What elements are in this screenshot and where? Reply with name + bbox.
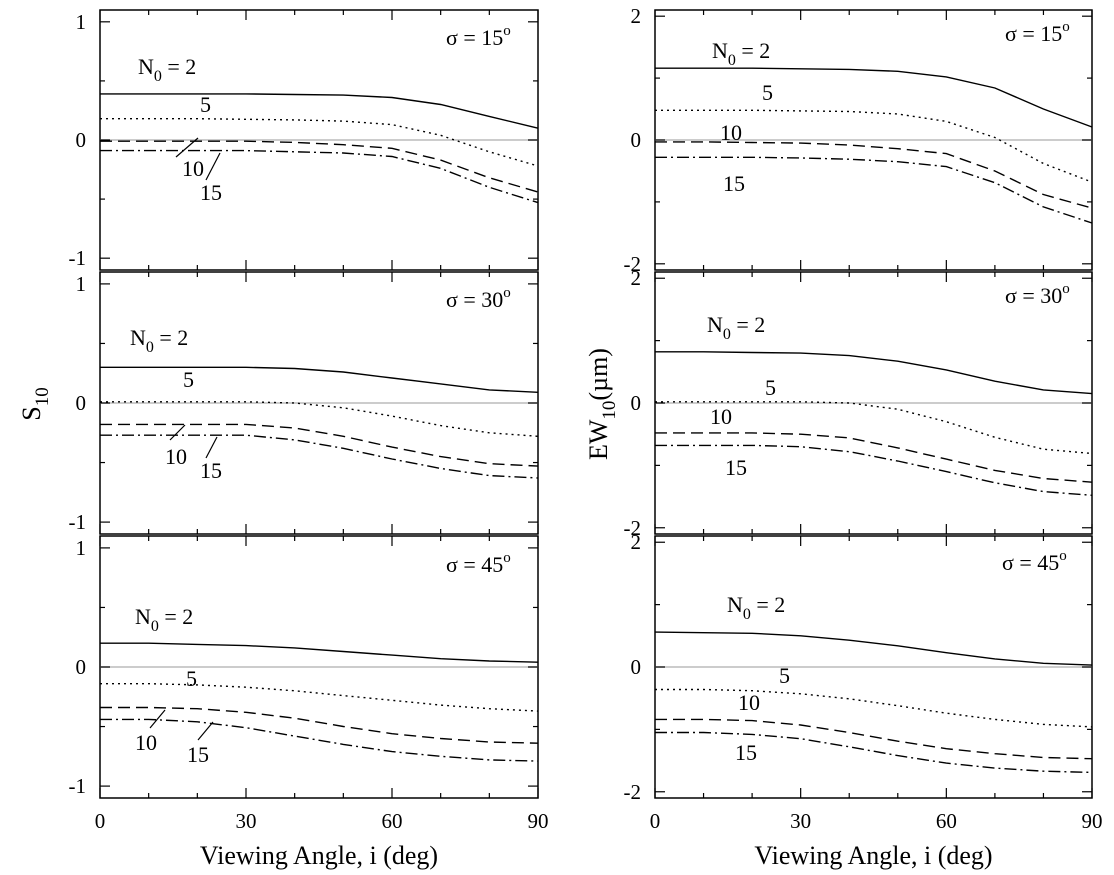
series-line-solid <box>654 631 1093 666</box>
label-leader-line <box>169 424 186 441</box>
series-label: 10 <box>710 404 732 429</box>
panel-1-3: -1 0 1 N0 = 2 5 10 15 σ = 45o 0 30 60 90 Viewing Ang… <box>69 535 549 870</box>
y-tick-label: 1 <box>76 536 87 560</box>
series-line-dashed <box>655 141 1093 209</box>
series-label: 10 <box>738 690 760 715</box>
y-tick-label: -2 <box>624 780 642 804</box>
sigma-label: σ = 15o <box>1005 19 1070 46</box>
sigma-label: σ = 45o <box>1002 548 1067 575</box>
y-axis-title: EW10(µm) <box>584 348 620 460</box>
series-line-dashdot <box>100 434 539 479</box>
series-line-dashdot <box>655 731 1093 774</box>
series-label: 15 <box>200 180 222 205</box>
series-label: 5 <box>200 92 211 117</box>
y-tick-label: -2 <box>624 516 642 540</box>
x-tick-label: 30 <box>236 809 257 833</box>
series-line-solid <box>100 642 539 663</box>
sigma-label: σ = 45o <box>446 550 511 577</box>
y-tick-label: -1 <box>69 774 87 798</box>
series-line-dotted <box>655 688 1093 728</box>
y-tick-label: 2 <box>631 530 642 554</box>
y-tick-label: -2 <box>624 252 642 276</box>
series-label: 10 <box>720 120 742 145</box>
y-tick-label: 0 <box>631 128 642 152</box>
series-line-solid <box>100 366 539 393</box>
series-label: 15 <box>187 742 209 767</box>
y-tick-label: 0 <box>631 655 642 679</box>
label-leader-line <box>205 152 221 181</box>
series-line-dashdot <box>655 156 1093 224</box>
y-tick-label: 2 <box>631 4 642 28</box>
series-label: 5 <box>762 80 773 105</box>
series-line-dotted <box>100 683 539 712</box>
series-line-dotted <box>655 109 1093 183</box>
label-leader-line <box>149 709 166 729</box>
series-label: N0 = 2 <box>712 38 770 69</box>
x-tick-label: 0 <box>95 809 106 833</box>
x-tick-label: 60 <box>382 809 403 833</box>
series-label: 5 <box>765 375 776 400</box>
y-tick-label: 0 <box>76 128 87 152</box>
series-label: N0 = 2 <box>707 312 765 343</box>
series-line-solid <box>655 351 1093 395</box>
series-label: 15 <box>725 455 747 480</box>
x-tick-label: 90 <box>1082 809 1103 833</box>
y-tick-label: 0 <box>631 391 642 415</box>
series-line-solid <box>655 67 1093 128</box>
y-tick-label: -1 <box>69 246 87 270</box>
series-label: N0 = 2 <box>138 54 196 85</box>
sigma-label: σ = 15o <box>446 23 511 50</box>
series-label: 15 <box>723 171 745 196</box>
series-line-solid <box>100 93 539 129</box>
series-label: N0 = 2 <box>135 604 193 635</box>
series-label: 5 <box>186 666 197 691</box>
series-label: N0 = 2 <box>727 592 785 623</box>
panel-2-2: -2 0 2 N0 = 2 5 10 15 σ = 30o <box>624 266 1093 540</box>
series-line-dashed <box>655 432 1093 483</box>
series-label: 15 <box>200 458 222 483</box>
x-tick-label: 30 <box>790 809 811 833</box>
sigma-label: σ = 30o <box>446 285 511 312</box>
series-line-dashed <box>100 140 539 193</box>
series-label: 5 <box>779 663 790 688</box>
panel-1-2: -1 0 1 N0 = 2 5 10 15 σ = 30o <box>69 271 539 535</box>
sigma-label: σ = 30o <box>1005 281 1070 308</box>
series-line-dashed <box>655 718 1093 760</box>
series-label: 10 <box>165 444 187 469</box>
y-tick-label: 0 <box>76 391 87 415</box>
y-tick-label: 1 <box>76 272 87 296</box>
series-label: 10 <box>135 730 157 755</box>
label-leader-line <box>197 721 214 741</box>
x-tick-label: 90 <box>528 809 549 833</box>
series-label: 5 <box>183 367 194 392</box>
series-line-dashed <box>100 423 539 467</box>
series-line-dotted <box>655 401 1093 455</box>
y-axis-title: S10 <box>17 387 53 420</box>
series-label: N0 = 2 <box>130 325 188 356</box>
label-leader-line <box>205 436 218 459</box>
y-tick-label: -1 <box>69 510 87 534</box>
series-line-dotted <box>100 401 539 437</box>
series-label: 15 <box>735 740 757 765</box>
x-axis-title: Viewing Angle, i (deg) <box>754 841 992 870</box>
series-label: 10 <box>182 156 204 181</box>
y-tick-label: 2 <box>631 266 642 290</box>
series-line-dashdot <box>655 444 1093 496</box>
series-line-dashdot <box>100 149 539 204</box>
panel-2-3: -2 0 2 N0 = 2 5 10 15 σ = 45o 0 30 60 90 Viewing Ang… <box>624 530 1103 870</box>
x-axis-title: Viewing Angle, i (deg) <box>200 841 438 870</box>
panel-2-1: -2 0 2 N0 = 2 5 10 15 σ = 15o <box>624 4 1093 276</box>
x-tick-label: 60 <box>936 809 957 833</box>
label-leader-line <box>175 137 199 158</box>
series-line-dashdot <box>100 718 539 762</box>
series-line-dotted <box>100 117 539 167</box>
y-tick-label: 1 <box>76 10 87 34</box>
y-tick-label: 0 <box>76 655 87 679</box>
series-line-dashed <box>100 706 539 744</box>
x-tick-label: 0 <box>650 809 661 833</box>
